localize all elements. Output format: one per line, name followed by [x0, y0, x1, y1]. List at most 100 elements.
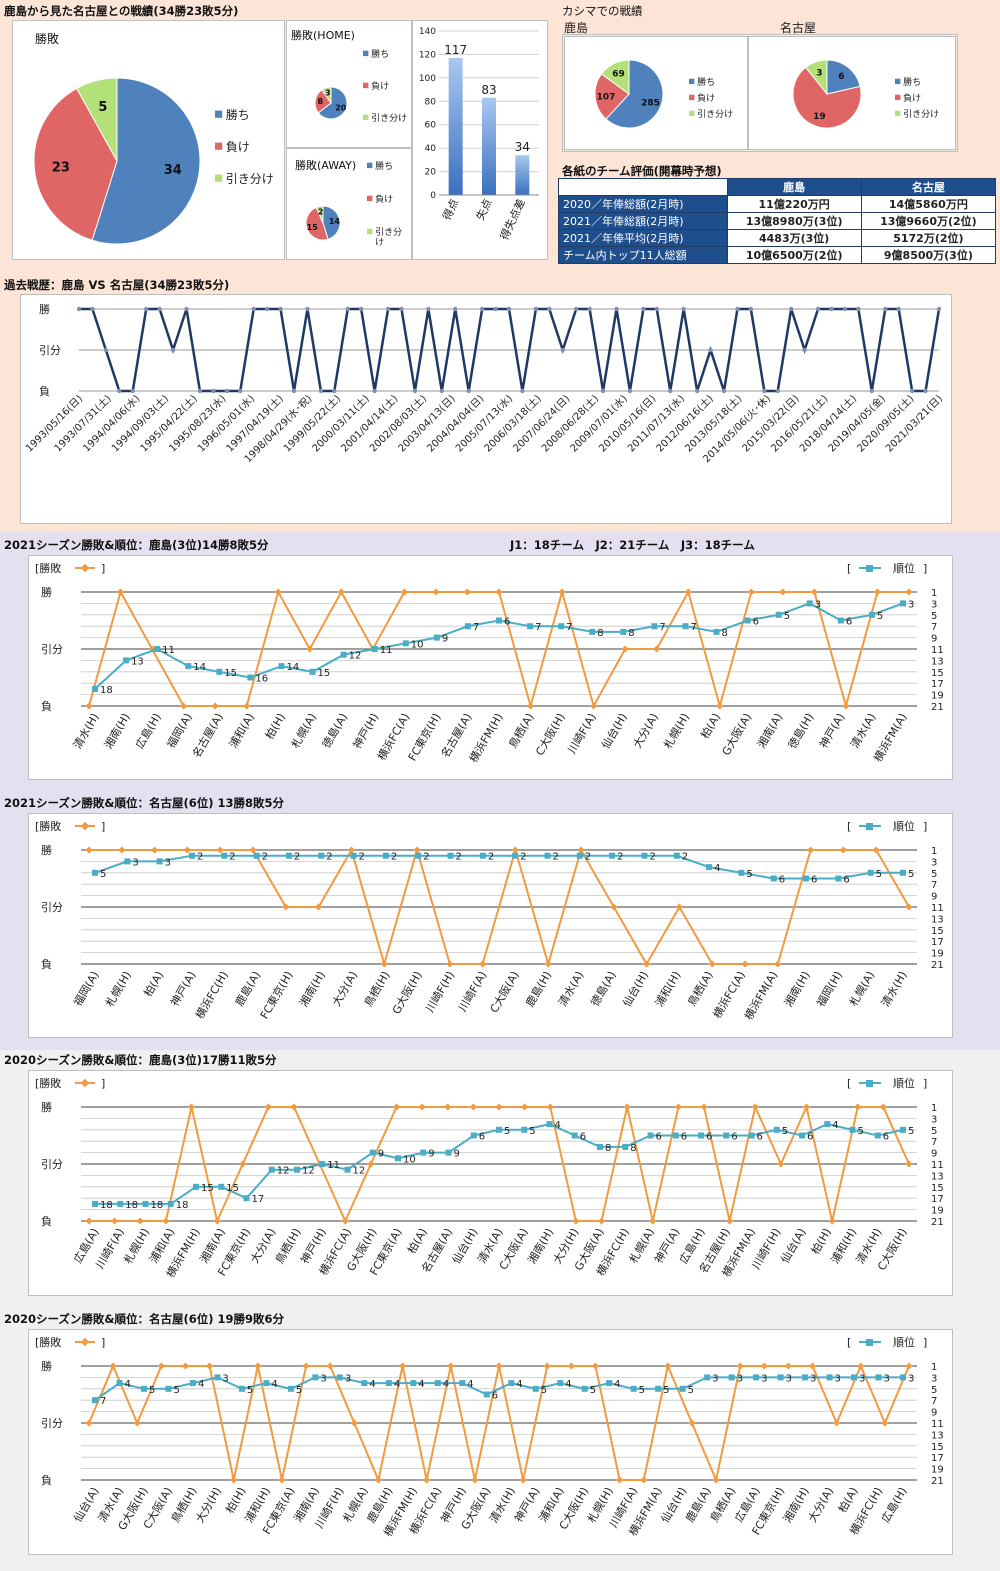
rank-value-label: 11 — [380, 645, 393, 656]
rank-point — [597, 1143, 603, 1150]
rank-point — [900, 1374, 906, 1381]
opponent-label: 川崎F(H) — [422, 969, 457, 1015]
pie-legend-label: 負け — [903, 92, 921, 104]
pie-value-label: 2 — [318, 207, 324, 216]
opponent-label: 札幌(A) — [288, 711, 319, 751]
rank-point — [464, 623, 471, 630]
rank-point — [824, 1121, 831, 1128]
rank-value-label: 6 — [656, 1132, 662, 1143]
pie-value-label: 285 — [641, 99, 660, 109]
result-point — [905, 1362, 913, 1370]
result-point — [616, 1476, 624, 1484]
result-point — [85, 1217, 93, 1225]
rank-value-label: 5 — [173, 1385, 179, 1396]
rank-legend-label: 順位 — [893, 561, 915, 575]
result-point — [700, 1103, 708, 1111]
rank-point — [527, 623, 534, 630]
rank-tick: 21 — [931, 702, 944, 713]
rank-point — [868, 611, 875, 618]
rank-point — [402, 640, 409, 647]
rank-point — [723, 1132, 730, 1139]
rank-tick: 11 — [931, 1419, 944, 1430]
rank-value-label: 6 — [807, 1132, 813, 1143]
eval-cell: 14億5860万円 — [860, 195, 997, 213]
season-chart-1-title: 2021シーズン勝敗&順位：名古屋(6位) 13勝8敗5分 — [4, 796, 284, 810]
rank-tick: 17 — [931, 937, 944, 948]
opponent-label: 浦和(A) — [227, 711, 257, 751]
pie-legend-label: 引き分け — [226, 172, 274, 186]
opponent-label: G大阪(A) — [719, 711, 754, 758]
result-point — [519, 1476, 527, 1484]
h2h-point — [224, 388, 230, 394]
h2h-point — [721, 388, 727, 394]
rank-value-label: 12 — [302, 1166, 315, 1177]
pie-legend-swatch — [363, 50, 369, 57]
result-point — [774, 960, 782, 968]
pie-legend-label: 引き分け — [371, 113, 407, 124]
rank-value-label: 15 — [226, 1183, 239, 1194]
rank-value-label: 5 — [529, 1126, 535, 1137]
rank-legend-close: ] — [923, 562, 927, 575]
opponent-label: 柏(H) — [808, 1226, 834, 1257]
h2h-point — [278, 306, 283, 312]
rank-point — [247, 674, 254, 681]
h2h-point — [439, 388, 445, 394]
result-point — [157, 1362, 165, 1370]
opponent-label: 徳島(A) — [588, 969, 619, 1009]
rank-point — [188, 852, 195, 859]
rank-value-label: 2 — [391, 852, 397, 863]
result-point — [577, 846, 585, 854]
rank-legend-open: [ — [847, 1077, 851, 1090]
h2h-point — [466, 388, 471, 394]
rank-point — [167, 1200, 174, 1207]
pie-slice-1 — [305, 206, 329, 241]
rank-legend-label: 順位 — [893, 1076, 915, 1090]
result-point — [347, 846, 355, 854]
opponent-label: 清水(A) — [848, 711, 878, 751]
opponent-label: 浦和(H) — [653, 969, 684, 1009]
result-point — [181, 1362, 190, 1370]
rank-value-label: 4 — [565, 1379, 571, 1390]
rank-point — [728, 1374, 735, 1381]
rank-point — [340, 651, 347, 658]
result-ylabel: 引分 — [41, 642, 63, 656]
result-point — [511, 846, 519, 854]
rank-value-label: 7 — [659, 622, 665, 633]
opponent-label: 鹿島(A) — [232, 969, 263, 1009]
season-chart-0: 13579111315171921勝引分負[勝敗][順位]18131114151… — [35, 561, 944, 765]
opponent-label: 仙台(A) — [777, 1226, 808, 1266]
h2h-point — [211, 388, 216, 394]
rank-value-label: 3 — [908, 1373, 914, 1384]
eval-cell: 10億6500万(2位) — [726, 246, 862, 264]
h2h-point — [923, 388, 928, 394]
opponent-label: 柏(H) — [222, 1485, 248, 1516]
bar-ytick: 40 — [425, 144, 437, 154]
result-point — [290, 1103, 298, 1111]
h2h-point — [143, 306, 149, 312]
h2h-point — [909, 388, 915, 394]
rank-value-label: 5 — [858, 1126, 864, 1137]
h2h-point — [708, 347, 713, 353]
opponent-label: 仙台(H) — [619, 969, 651, 1010]
rank-legend-marker — [866, 565, 873, 572]
opponent-label: 札幌(H) — [102, 969, 134, 1010]
h2h-point — [614, 306, 619, 312]
bar-value-label: 34 — [515, 140, 530, 154]
result-point — [133, 1419, 141, 1427]
result-point — [684, 588, 692, 596]
pie-legend-label: 引き分 — [375, 227, 402, 238]
h2h-point — [883, 306, 888, 312]
rank-point — [312, 1374, 319, 1381]
result-point — [392, 1103, 401, 1111]
pie-legend-swatch — [215, 142, 223, 150]
opponent-label: C大阪(H) — [532, 711, 567, 758]
pie-slice-1 — [594, 73, 630, 120]
rank-value-label: 10 — [411, 639, 424, 650]
h2h-point — [305, 306, 310, 312]
bar-category-label: 得点 — [440, 197, 461, 222]
rank-point — [336, 1374, 343, 1381]
result-ylabel: 負 — [41, 1474, 52, 1487]
rank-point — [835, 875, 842, 882]
